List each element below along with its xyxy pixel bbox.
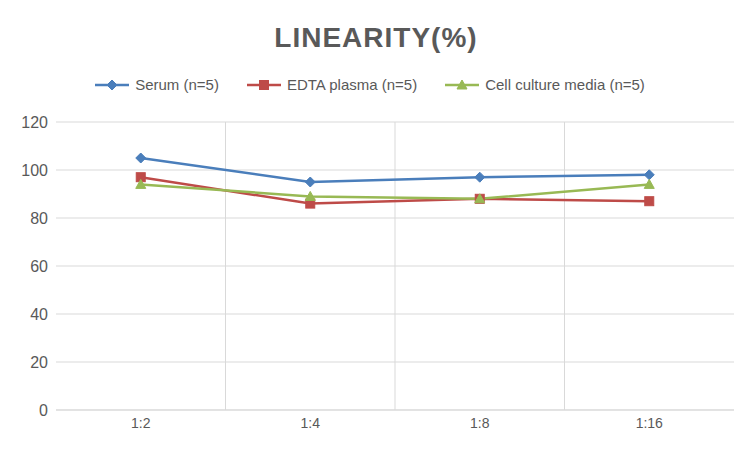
- svg-text:1:16: 1:16: [636, 415, 663, 431]
- html-text:Cell culture media (n=5): Cell culture media (n=5): [485, 76, 645, 93]
- svg-text:0: 0: [39, 402, 48, 419]
- svg-text:60: 60: [30, 258, 48, 275]
- svg-text:20: 20: [30, 354, 48, 371]
- svg-text:1:8: 1:8: [470, 415, 490, 431]
- html-text:Serum (n=5): Serum (n=5): [135, 76, 219, 93]
- svg-text:100: 100: [21, 162, 48, 179]
- svg-text:80: 80: [30, 210, 48, 227]
- svg-text:40: 40: [30, 306, 48, 323]
- svg-text:1:2: 1:2: [131, 415, 151, 431]
- svg-text:120: 120: [21, 114, 48, 131]
- svg-text:1:4: 1:4: [301, 415, 321, 431]
- html-text:LINEARITY(%): LINEARITY(%): [274, 22, 478, 53]
- html-text:EDTA plasma (n=5): EDTA plasma (n=5): [287, 76, 418, 93]
